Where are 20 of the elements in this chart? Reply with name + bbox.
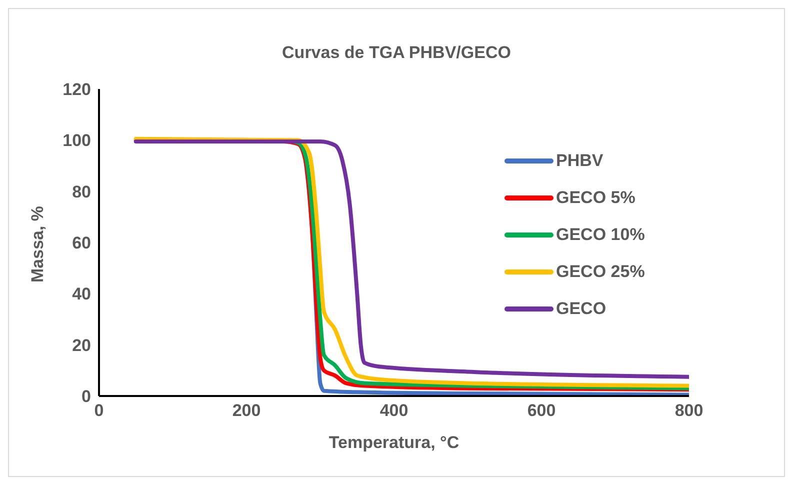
y-tick-label: 40 xyxy=(72,284,91,304)
y-tick-label: 100 xyxy=(62,131,91,150)
x-tick-label: 600 xyxy=(527,401,556,420)
legend-label: GECO 5% xyxy=(556,188,636,208)
x-tick-label: 800 xyxy=(674,401,704,420)
legend-label: GECO 10% xyxy=(556,224,645,244)
y-tick-label: 120 xyxy=(62,80,91,100)
legend-label: PHBV xyxy=(556,150,604,170)
x-axis-title: Temperatura, °C xyxy=(328,433,460,452)
y-tick-label: 20 xyxy=(72,336,91,355)
x-tick-label: 200 xyxy=(232,401,261,420)
legend-label: GECO xyxy=(556,298,606,318)
y-axis-title: Massa, % xyxy=(28,206,48,282)
y-tick-label: 60 xyxy=(72,234,91,253)
x-tick-label: 400 xyxy=(380,401,408,420)
y-tick-label: 0 xyxy=(82,387,91,406)
y-tick-label: 80 xyxy=(72,182,91,202)
x-tick-label: 0 xyxy=(94,401,104,420)
legend-label: GECO 25% xyxy=(556,262,645,282)
chart-title: Curvas de TGA PHBV/GECO xyxy=(281,43,512,63)
